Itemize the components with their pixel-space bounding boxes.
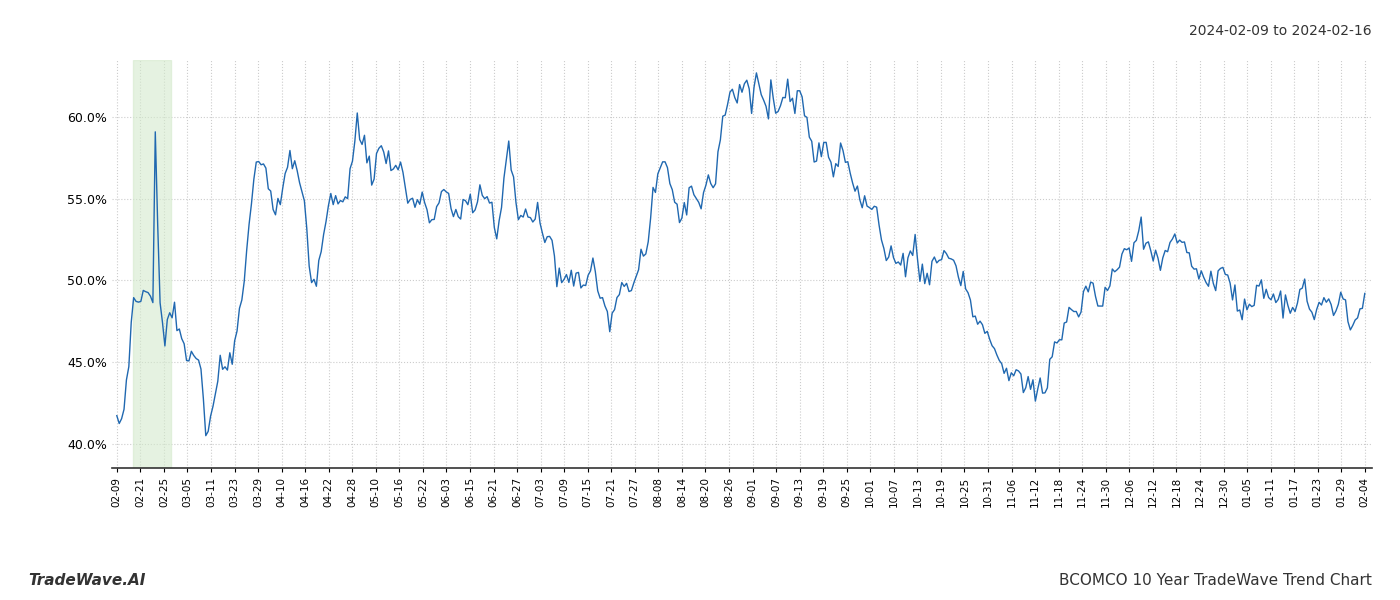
Bar: [133, 60, 171, 468]
Text: BCOMCO 10 Year TradeWave Trend Chart: BCOMCO 10 Year TradeWave Trend Chart: [1060, 573, 1372, 588]
Text: TradeWave.AI: TradeWave.AI: [28, 573, 146, 588]
Text: 2024-02-09 to 2024-02-16: 2024-02-09 to 2024-02-16: [1190, 24, 1372, 38]
